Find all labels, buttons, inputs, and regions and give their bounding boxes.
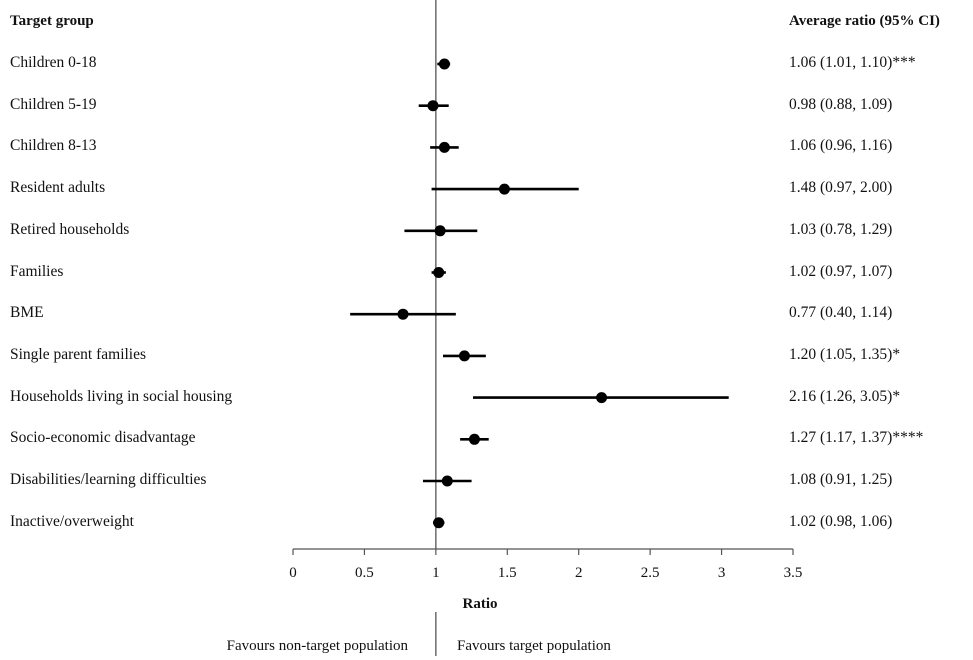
ratio-point [433, 517, 445, 529]
target-group-label: Retired households [10, 220, 130, 238]
x-tick-label: 2.5 [640, 565, 660, 581]
x-axis-label: Ratio [462, 596, 498, 612]
x-tick-label: 1 [432, 565, 440, 581]
x-tick-label: 0 [289, 565, 297, 581]
ratio-point [498, 183, 510, 195]
target-group-label: Households living in social housing [10, 387, 233, 405]
target-group-label: Families [10, 262, 64, 280]
average-ratio-value: 1.06 (1.01, 1.10)*** [789, 54, 916, 71]
favours-target-label: Favours target population [457, 638, 611, 654]
x-tick-label: 2 [574, 565, 583, 581]
target-group-label: Disabilities/learning difficulties [10, 471, 207, 488]
ratio-point [438, 141, 450, 153]
ratio-point [596, 392, 608, 404]
ratio-point [397, 308, 409, 320]
favours-non-target-label: Favours non-target population [226, 638, 408, 654]
ratio-point [458, 350, 470, 362]
ratio-point [434, 225, 446, 237]
x-tick-label: 3 [717, 565, 726, 581]
ratio-point [441, 475, 453, 487]
ratio-point [427, 100, 439, 112]
target-group-label: Children 8-13 [10, 137, 97, 155]
average-ratio-value: 1.20 (1.05, 1.35)* [789, 345, 901, 363]
average-ratio-value: 1.03 (0.78, 1.29) [789, 220, 893, 238]
target-group-label: Children 5-19 [10, 95, 97, 113]
average-ratio-value: 2.16 (1.26, 3.05)* [789, 387, 901, 405]
average-ratio-value: 1.27 (1.17, 1.37)**** [789, 429, 924, 447]
target-group-label: Single parent families [10, 345, 147, 363]
target-group-label: Resident adults [10, 179, 106, 197]
target-group-header: Target group [10, 13, 94, 29]
x-tick-label: 1.5 [497, 565, 517, 581]
target-group-label: BME [10, 304, 44, 322]
average-ratio-value: 1.02 (0.97, 1.07) [789, 262, 893, 280]
average-ratio-value: 0.98 (0.88, 1.09) [789, 95, 893, 113]
average-ratio-header: Average ratio (95% CI) [789, 13, 940, 29]
target-group-label: Socio-economic disadvantage [10, 429, 196, 447]
ratio-point [438, 58, 450, 70]
average-ratio-value: 0.77 (0.40, 1.14) [789, 304, 893, 322]
ratio-point [468, 433, 480, 445]
average-ratio-value: 1.02 (0.98, 1.06) [789, 512, 893, 530]
target-group-label: Children 0-18 [10, 54, 97, 71]
average-ratio-value: 1.06 (0.96, 1.16) [789, 137, 893, 155]
average-ratio-value: 1.08 (0.91, 1.25) [789, 471, 893, 488]
ratio-point [433, 267, 445, 278]
x-tick-label: 3.5 [783, 565, 803, 581]
target-group-label: Inactive/overweight [10, 512, 134, 530]
average-ratio-value: 1.48 (0.97, 2.00) [789, 179, 893, 197]
x-tick-label: 0.5 [355, 565, 374, 581]
